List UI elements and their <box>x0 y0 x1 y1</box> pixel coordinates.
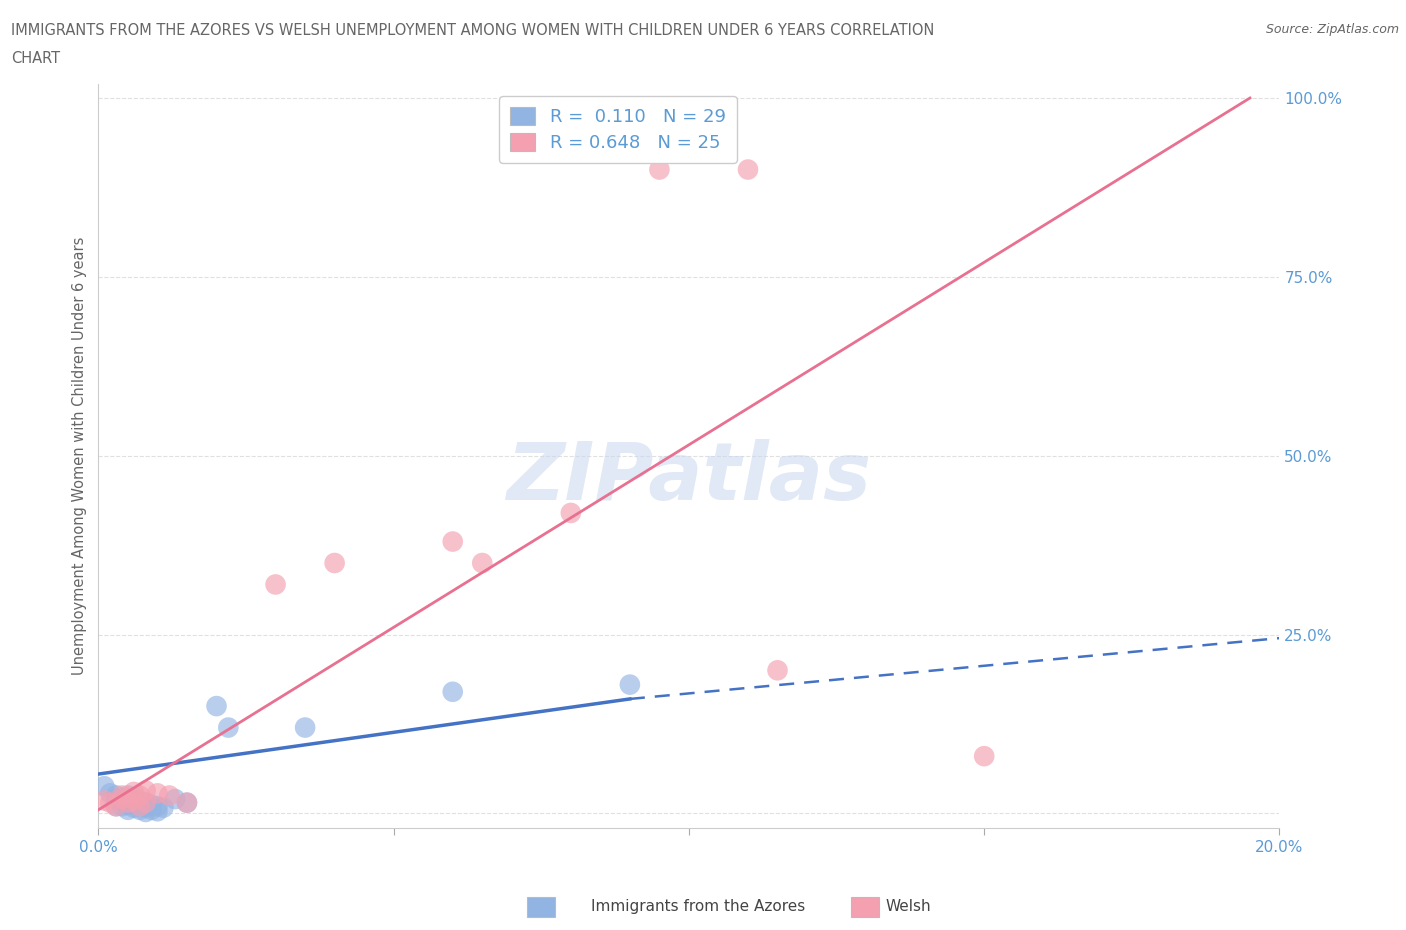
Point <box>441 684 464 699</box>
Point <box>111 799 134 814</box>
Point <box>648 162 671 177</box>
Point <box>111 788 134 803</box>
Point <box>141 797 163 812</box>
Point <box>146 799 169 814</box>
Point <box>122 800 145 815</box>
Point <box>471 555 494 570</box>
Point <box>117 790 139 805</box>
Point <box>98 786 121 801</box>
Point <box>973 749 995 764</box>
Point <box>165 791 187 806</box>
Point <box>122 790 145 805</box>
Point <box>146 786 169 801</box>
Point <box>135 795 157 810</box>
Text: CHART: CHART <box>11 51 60 66</box>
Point <box>122 793 145 808</box>
Point <box>176 795 198 810</box>
Point <box>111 791 134 806</box>
Point <box>737 162 759 177</box>
Point <box>294 720 316 735</box>
Text: Immigrants from the Azores: Immigrants from the Azores <box>591 899 804 914</box>
Point <box>619 677 641 692</box>
Point <box>141 803 163 817</box>
Point <box>560 506 582 521</box>
Point <box>122 785 145 800</box>
Point <box>117 788 139 803</box>
Point <box>176 795 198 810</box>
Point <box>135 804 157 819</box>
Point <box>117 803 139 817</box>
Text: Source: ZipAtlas.com: Source: ZipAtlas.com <box>1265 23 1399 36</box>
Point <box>93 778 115 793</box>
Text: ZIPatlas: ZIPatlas <box>506 439 872 517</box>
Point <box>441 534 464 549</box>
Y-axis label: Unemployment Among Women with Children Under 6 years: Unemployment Among Women with Children U… <box>72 236 87 675</box>
Point <box>105 788 128 803</box>
Point <box>146 804 169 818</box>
Point <box>205 698 228 713</box>
Legend: R =  0.110   N = 29, R = 0.648   N = 25: R = 0.110 N = 29, R = 0.648 N = 25 <box>499 97 737 163</box>
Point <box>105 791 128 806</box>
Text: IMMIGRANTS FROM THE AZORES VS WELSH UNEMPLOYMENT AMONG WOMEN WITH CHILDREN UNDER: IMMIGRANTS FROM THE AZORES VS WELSH UNEM… <box>11 23 935 38</box>
Point <box>766 663 789 678</box>
Point <box>128 799 150 814</box>
Point <box>323 555 346 570</box>
Point <box>98 795 121 810</box>
Point <box>128 803 150 817</box>
Point <box>128 788 150 803</box>
Point <box>117 795 139 810</box>
Point <box>105 799 128 814</box>
Point <box>111 793 134 808</box>
Point <box>128 793 150 808</box>
Point <box>135 783 157 798</box>
Point <box>264 577 287 591</box>
Point <box>217 720 239 735</box>
Point <box>117 797 139 812</box>
Point <box>152 800 174 815</box>
Point <box>135 800 157 815</box>
Point <box>105 799 128 814</box>
Text: Welsh: Welsh <box>886 899 931 914</box>
Point <box>135 795 157 810</box>
Point <box>157 788 180 803</box>
Point <box>93 793 115 808</box>
